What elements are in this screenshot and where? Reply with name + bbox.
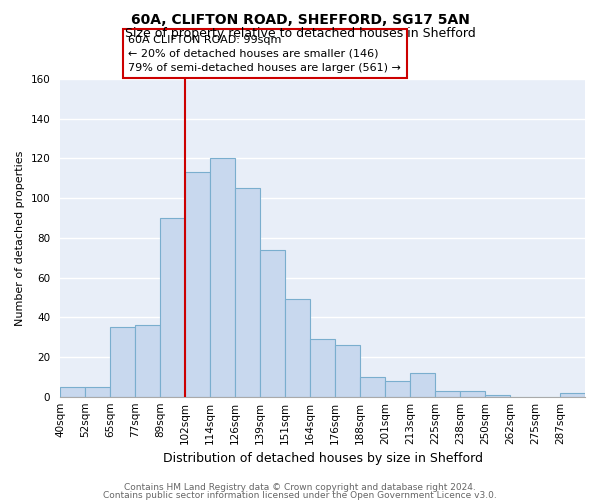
Bar xyxy=(485,394,510,396)
Bar xyxy=(160,218,185,396)
Bar xyxy=(60,387,85,396)
Bar xyxy=(360,377,385,396)
Text: Contains HM Land Registry data © Crown copyright and database right 2024.: Contains HM Land Registry data © Crown c… xyxy=(124,483,476,492)
Bar xyxy=(460,390,485,396)
Y-axis label: Number of detached properties: Number of detached properties xyxy=(15,150,25,326)
Text: Size of property relative to detached houses in Shefford: Size of property relative to detached ho… xyxy=(125,28,475,40)
Bar xyxy=(560,392,585,396)
Bar xyxy=(210,158,235,396)
Bar xyxy=(135,325,160,396)
Text: 60A CLIFTON ROAD: 99sqm
← 20% of detached houses are smaller (146)
79% of semi-d: 60A CLIFTON ROAD: 99sqm ← 20% of detache… xyxy=(128,34,401,72)
Text: 60A, CLIFTON ROAD, SHEFFORD, SG17 5AN: 60A, CLIFTON ROAD, SHEFFORD, SG17 5AN xyxy=(131,12,469,26)
Text: Contains public sector information licensed under the Open Government Licence v3: Contains public sector information licen… xyxy=(103,490,497,500)
Bar xyxy=(335,345,360,397)
Bar xyxy=(260,250,285,396)
Bar xyxy=(285,300,310,396)
Bar xyxy=(310,339,335,396)
Bar xyxy=(410,373,435,396)
Bar xyxy=(185,172,210,396)
Bar xyxy=(435,390,460,396)
Bar xyxy=(85,387,110,396)
Bar xyxy=(235,188,260,396)
X-axis label: Distribution of detached houses by size in Shefford: Distribution of detached houses by size … xyxy=(163,452,482,465)
Bar xyxy=(385,381,410,396)
Bar xyxy=(110,327,135,396)
